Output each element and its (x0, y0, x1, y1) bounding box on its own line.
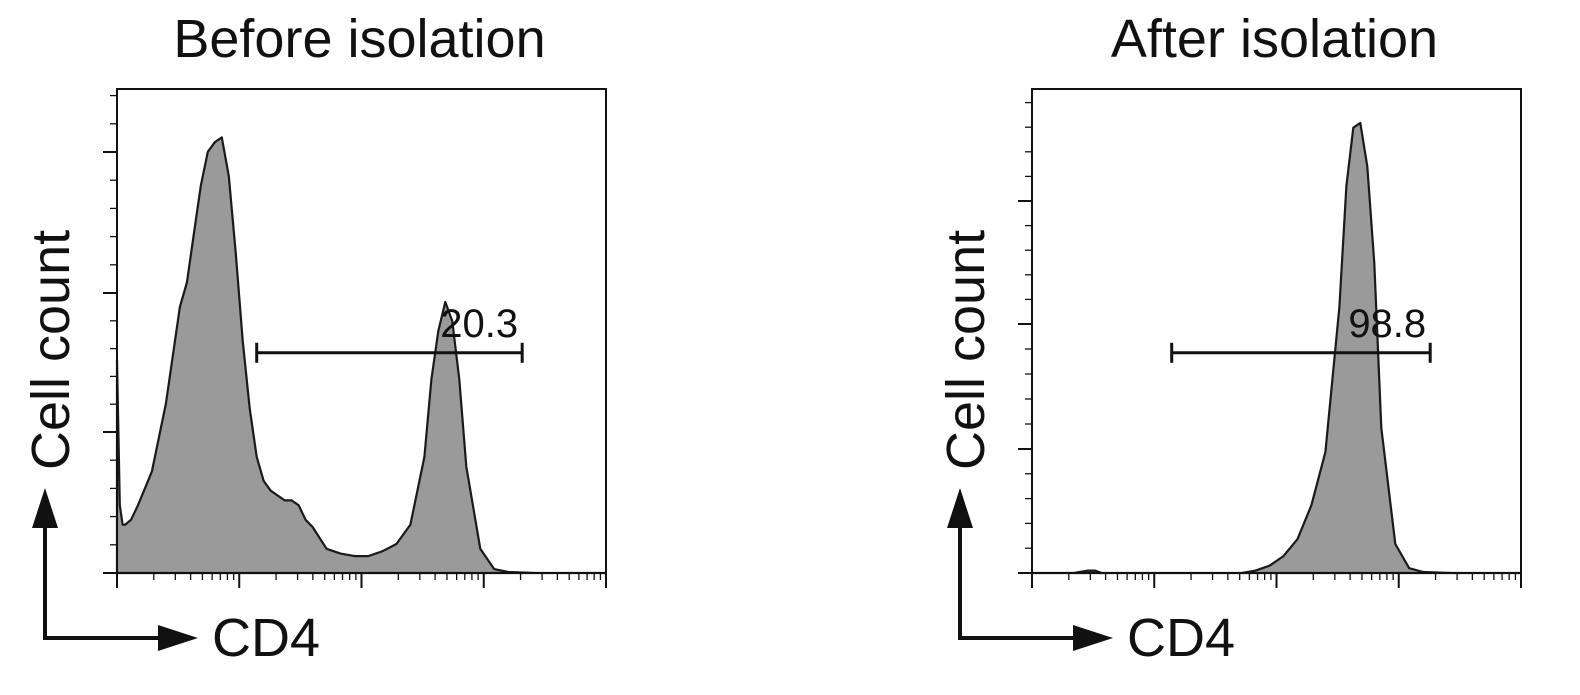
x-axis-label: CD4 (212, 608, 321, 668)
histogram-plot: 20.3 (32, 88, 608, 651)
histogram-panel-before: Before isolation Cell count CD4 20.3 (0, 0, 640, 695)
histogram-area (1030, 121, 1523, 575)
x-axis-label: CD4 (1127, 608, 1236, 668)
plot-frame (1031, 88, 1522, 574)
x-direction-arrowhead (1073, 625, 1113, 651)
chart-title: After isolation (1110, 9, 1439, 69)
histogram-panel-after: After isolation Cell count CD4 98.8 (915, 0, 1555, 695)
x-direction-arrowhead (158, 625, 198, 651)
histogram-plot: 98.8 (947, 88, 1523, 651)
gate-percentage-label: 98.8 (1348, 302, 1426, 346)
gate-percentage-label: 20.3 (440, 302, 518, 346)
chart-title: Before isolation (173, 9, 546, 69)
y-direction-arrowhead (32, 488, 58, 528)
y-direction-arrowhead (947, 488, 973, 528)
histogram-area (115, 136, 608, 575)
